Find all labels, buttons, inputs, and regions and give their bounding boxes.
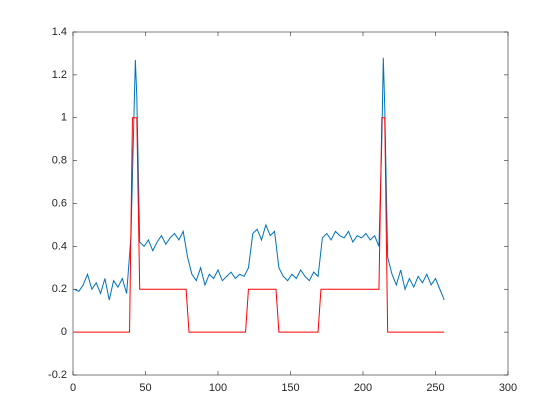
x-tick-label: 0: [70, 382, 76, 394]
y-tick-label: 1.4: [52, 26, 67, 38]
y-tick-label: 0.8: [52, 155, 67, 167]
data-line: [74, 57, 445, 301]
x-tick-label: 150: [281, 382, 299, 394]
plot-box: [72, 31, 509, 376]
y-tick-label: 0.2: [52, 283, 67, 295]
x-tick-label: 250: [426, 382, 444, 394]
y-tick-label: -0.2: [48, 369, 67, 381]
x-tick-label: 100: [209, 382, 227, 394]
x-tick-label: 200: [354, 382, 372, 394]
y-tick-label: 0: [61, 326, 67, 338]
x-tick-label: 50: [139, 382, 151, 394]
y-tick-label: 0.4: [52, 240, 67, 252]
data-line: [74, 117, 445, 333]
x-tick-label: 300: [499, 382, 517, 394]
y-tick-label: 1: [61, 112, 67, 124]
y-tick-label: 0.6: [52, 197, 67, 209]
y-tick-label: 1.2: [52, 69, 67, 81]
